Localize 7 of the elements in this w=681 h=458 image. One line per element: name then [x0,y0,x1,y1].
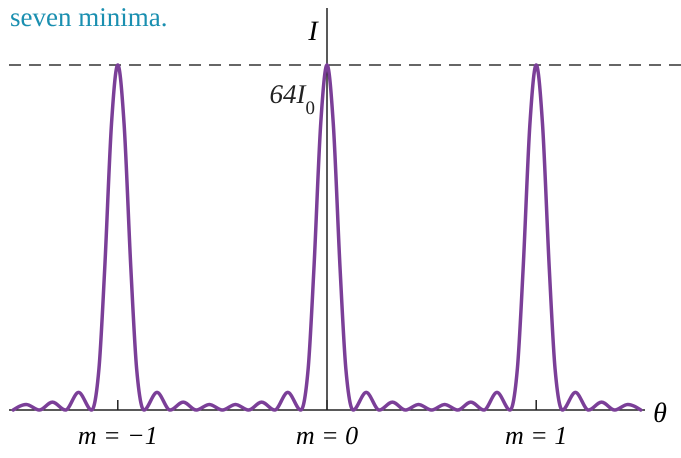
y-axis-title: I [307,16,320,47]
x-tick-label: m = 0 [296,421,358,450]
x-tick-label: m = 1 [505,421,568,450]
chart-title: seven minima. [10,2,168,32]
x-tick-label: m = −1 [78,421,158,450]
ref-line-label: 64I$_{0}$ [270,79,315,118]
x-axis-title: θ [653,398,668,429]
